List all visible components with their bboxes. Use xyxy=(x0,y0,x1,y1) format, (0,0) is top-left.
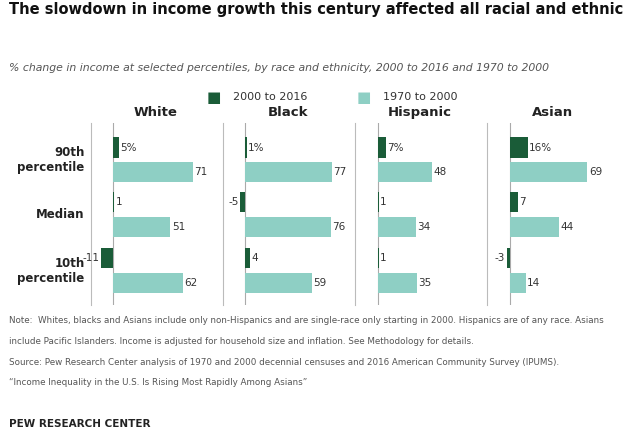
Text: 16%: 16% xyxy=(529,142,552,152)
Text: 1%: 1% xyxy=(248,142,264,152)
Bar xyxy=(101,249,113,268)
Text: “Income Inequality in the U.S. Is Rising Most Rapidly Among Asians”: “Income Inequality in the U.S. Is Rising… xyxy=(9,378,307,388)
Text: 69: 69 xyxy=(589,167,602,177)
Bar xyxy=(377,273,417,293)
Bar xyxy=(245,162,332,182)
Bar xyxy=(245,249,250,268)
Bar xyxy=(510,273,526,293)
Text: 1970 to 2000: 1970 to 2000 xyxy=(383,92,458,103)
Bar xyxy=(245,273,312,293)
Text: 76: 76 xyxy=(332,222,346,232)
Bar xyxy=(377,162,431,182)
Bar xyxy=(113,162,193,182)
Text: 48: 48 xyxy=(433,167,446,177)
Bar xyxy=(510,138,528,158)
Text: 44: 44 xyxy=(561,222,574,232)
Text: The slowdown in income growth this century affected all racial and ethnic groups: The slowdown in income growth this centu… xyxy=(9,2,626,17)
Text: PEW RESEARCH CENTER: PEW RESEARCH CENTER xyxy=(9,419,151,429)
Bar xyxy=(240,192,245,212)
Text: Median: Median xyxy=(36,208,85,221)
Text: 1: 1 xyxy=(380,197,387,207)
Text: 1: 1 xyxy=(380,253,387,263)
Text: 62: 62 xyxy=(184,278,197,288)
Bar xyxy=(113,216,170,236)
Bar xyxy=(113,138,119,158)
Bar xyxy=(377,138,386,158)
Text: 5%: 5% xyxy=(120,142,136,152)
Bar xyxy=(245,138,247,158)
Text: ■: ■ xyxy=(207,90,221,105)
Text: Note:  Whites, blacks and Asians include only non-Hispanics and are single-race : Note: Whites, blacks and Asians include … xyxy=(9,316,604,325)
Bar xyxy=(510,192,518,212)
Bar xyxy=(245,216,331,236)
Text: 35: 35 xyxy=(418,278,431,288)
Text: 77: 77 xyxy=(333,167,347,177)
Bar xyxy=(377,216,416,236)
Text: 59: 59 xyxy=(313,278,326,288)
Text: % change in income at selected percentiles, by race and ethnicity, 2000 to 2016 : % change in income at selected percentil… xyxy=(9,63,550,73)
Text: 2000 to 2016: 2000 to 2016 xyxy=(233,92,307,103)
Text: 90th
percentile: 90th percentile xyxy=(18,146,85,174)
Bar xyxy=(377,192,379,212)
Text: 34: 34 xyxy=(417,222,431,232)
Bar xyxy=(510,162,587,182)
Text: -3: -3 xyxy=(495,253,505,263)
Text: Asian: Asian xyxy=(531,106,573,119)
Text: 7%: 7% xyxy=(387,142,403,152)
Bar xyxy=(113,192,115,212)
Text: 71: 71 xyxy=(194,167,208,177)
Bar xyxy=(113,273,183,293)
Text: include Pacific Islanders. Income is adjusted for household size and inflation. : include Pacific Islanders. Income is adj… xyxy=(9,337,474,346)
Text: Hispanic: Hispanic xyxy=(388,106,452,119)
Text: -11: -11 xyxy=(83,253,100,263)
Bar xyxy=(506,249,510,268)
Text: Black: Black xyxy=(267,106,308,119)
Text: 14: 14 xyxy=(527,278,540,288)
Text: 51: 51 xyxy=(172,222,185,232)
Text: 1: 1 xyxy=(116,197,122,207)
Text: ■: ■ xyxy=(357,90,371,105)
Text: 4: 4 xyxy=(251,253,258,263)
Bar xyxy=(510,216,560,236)
Text: 10th
percentile: 10th percentile xyxy=(18,257,85,285)
Text: White: White xyxy=(133,106,177,119)
Bar xyxy=(377,249,379,268)
Text: 7: 7 xyxy=(519,197,526,207)
Text: Source: Pew Research Center analysis of 1970 and 2000 decennial censuses and 201: Source: Pew Research Center analysis of … xyxy=(9,358,560,367)
Text: -5: -5 xyxy=(228,197,239,207)
